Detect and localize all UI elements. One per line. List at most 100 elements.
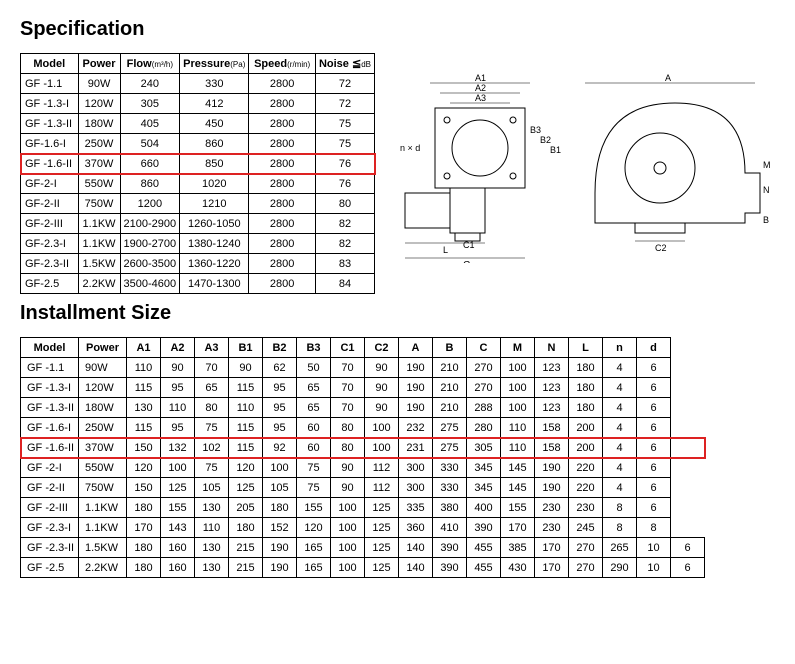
cell: 450 (180, 114, 249, 134)
cell: GF-2.3-II (21, 254, 79, 274)
cell: 305 (120, 94, 180, 114)
cell: 155 (161, 498, 195, 518)
cell: 145 (501, 458, 535, 478)
svg-text:N: N (763, 185, 770, 195)
cell: 4 (603, 458, 637, 478)
cell: 4 (603, 378, 637, 398)
cell: 50 (297, 358, 331, 378)
cell: 230 (535, 498, 569, 518)
table-row: GF -1.6-II370W15013210211592608010023127… (21, 438, 705, 458)
cell: 6 (637, 398, 671, 418)
cell: 4 (603, 418, 637, 438)
cell: 1020 (180, 174, 249, 194)
cell: 2100-2900 (120, 214, 180, 234)
col: L (569, 338, 603, 358)
cell: GF -1.1 (21, 358, 79, 378)
cell: 405 (120, 114, 180, 134)
cell: 6 (637, 418, 671, 438)
cell: 4 (603, 478, 637, 498)
cell: 112 (365, 478, 399, 498)
svg-text:C: C (463, 260, 470, 263)
cell: 100 (263, 458, 297, 478)
cell: 125 (229, 478, 263, 498)
cell: 2800 (249, 194, 316, 214)
cell: 100 (501, 358, 535, 378)
cell: 8 (603, 518, 637, 538)
cell: 158 (535, 438, 569, 458)
cell: 4 (603, 398, 637, 418)
table-row: GF-2.52.2KW3500-46001470-1300280084 (21, 274, 375, 294)
cell: 330 (433, 478, 467, 498)
cell: 95 (161, 418, 195, 438)
cell: 400 (467, 498, 501, 518)
cell: 82 (315, 234, 374, 254)
cell: 220 (569, 458, 603, 478)
cell: 115 (127, 418, 161, 438)
installment-table: ModelPowerA1A2A3B1B2B3C1C2ABCMNLnd GF -1… (20, 337, 705, 578)
cell: 130 (195, 558, 229, 578)
cell: GF -1.3-II (21, 114, 79, 134)
svg-text:n × d: n × d (400, 143, 420, 153)
cell: 4 (603, 358, 637, 378)
cell: 231 (399, 438, 433, 458)
cell: 95 (263, 418, 297, 438)
cell: 1200 (120, 194, 180, 214)
cell: GF-2.3-I (21, 234, 79, 254)
cell: 190 (399, 398, 433, 418)
cell: GF -1.6-I (21, 418, 79, 438)
cell: 100 (501, 398, 535, 418)
cell: 150 (127, 478, 161, 498)
cell: 110 (127, 358, 161, 378)
cell: 10 (637, 558, 671, 578)
cell: 125 (365, 558, 399, 578)
cell: 305 (467, 438, 501, 458)
cell: 123 (535, 358, 569, 378)
cell: 140 (399, 538, 433, 558)
cell: 860 (180, 134, 249, 154)
cell: 215 (229, 538, 263, 558)
cell: 75 (297, 478, 331, 498)
cell: 130 (195, 498, 229, 518)
cell: 65 (297, 378, 331, 398)
col-model: Model (21, 54, 79, 74)
cell: 84 (315, 274, 374, 294)
cell: GF -1.3-I (21, 378, 79, 398)
table-row: GF -2-II750W1501251051251057590112300330… (21, 478, 705, 498)
col-flow: Flow(m³/h) (120, 54, 180, 74)
cell: 120 (229, 458, 263, 478)
col-pressure: Pressure(Pa) (180, 54, 249, 74)
cell: 8 (603, 498, 637, 518)
cell: 660 (120, 154, 180, 174)
svg-text:A: A (665, 73, 671, 83)
cell: 100 (501, 378, 535, 398)
install-heading: Installment Size (20, 302, 775, 325)
cell: 380 (433, 498, 467, 518)
cell: 75 (195, 458, 229, 478)
cell: 90 (331, 458, 365, 478)
cell: 1.5KW (78, 254, 120, 274)
cell: 335 (399, 498, 433, 518)
cell: 215 (229, 558, 263, 578)
cell: 180 (127, 558, 161, 578)
cell: 110 (501, 438, 535, 458)
cell: 115 (229, 378, 263, 398)
cell: 180 (263, 498, 297, 518)
cell: 112 (365, 458, 399, 478)
table-row: GF-2-I550W8601020280076 (21, 174, 375, 194)
cell: 2800 (249, 174, 316, 194)
cell: 76 (315, 154, 374, 174)
cell: 75 (195, 418, 229, 438)
cell: 6 (637, 378, 671, 398)
cell: 385 (501, 538, 535, 558)
cell: 65 (195, 378, 229, 398)
cell: 1260-1050 (180, 214, 249, 234)
svg-text:M: M (763, 160, 771, 170)
cell: 100 (331, 538, 365, 558)
cell: 115 (229, 418, 263, 438)
cell: 120W (78, 94, 120, 114)
cell: 90 (161, 358, 195, 378)
cell: 125 (365, 498, 399, 518)
cell: 230 (535, 518, 569, 538)
cell: GF-2-II (21, 194, 79, 214)
cell: 275 (433, 418, 467, 438)
